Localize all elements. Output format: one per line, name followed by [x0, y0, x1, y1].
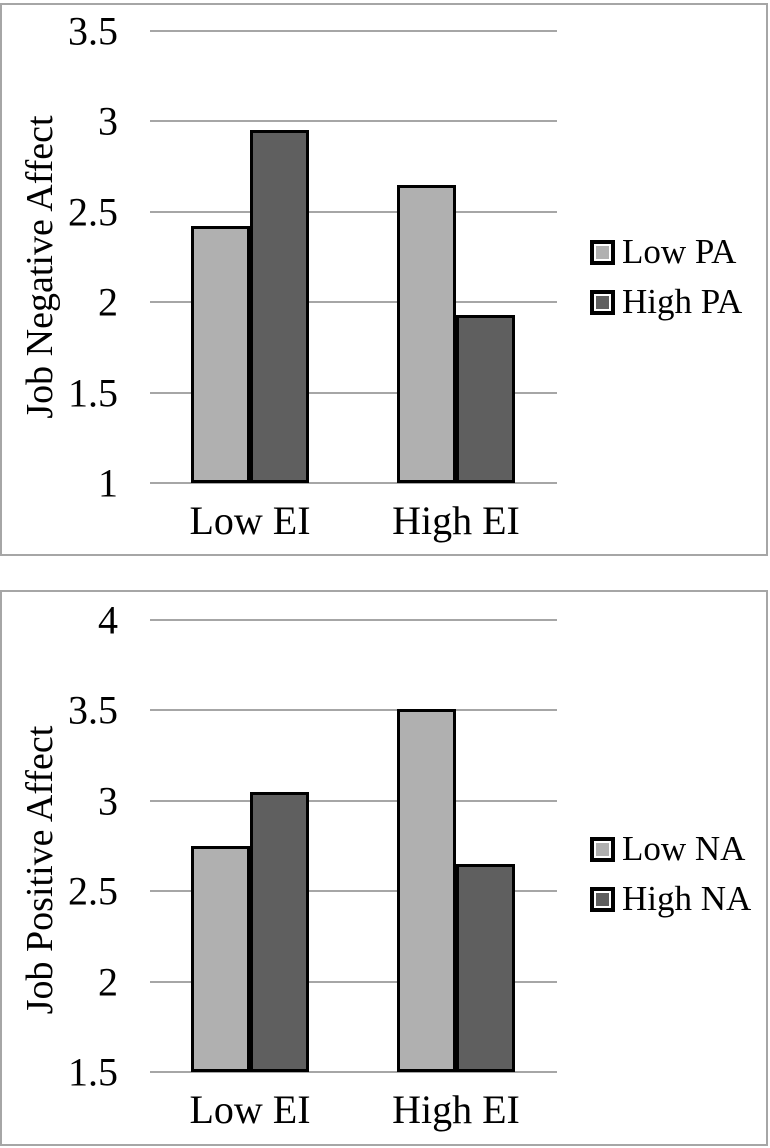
- y-tick-label-3: 3: [98, 778, 118, 824]
- legend-swatch-icon: [590, 239, 615, 265]
- y-tick-label-4: 4: [98, 597, 118, 643]
- legend-swatch-icon: [590, 289, 615, 315]
- plot-area: [150, 619, 557, 1073]
- bar-low-na-high-ei: [397, 709, 456, 1072]
- x-axis-label-low-ei: Low EI: [189, 1087, 311, 1132]
- y-tick-label-2: 2: [98, 959, 118, 1005]
- gridline-3.5: [150, 709, 557, 712]
- gridline-2.5: [150, 210, 557, 213]
- bar-high-na-high-ei: [456, 864, 515, 1072]
- gridline-4: [150, 619, 557, 621]
- chart-panel-negative-affect: Job Negative Affect Low PA High PA 1 1.5 2 2…: [0, 3, 768, 556]
- gridline-3: [150, 120, 557, 123]
- bar-low-pa-high-ei: [397, 185, 456, 483]
- x-axis-label-low-ei: Low EI: [189, 498, 311, 543]
- gridline-2.5: [150, 890, 557, 893]
- legend-item-low-pa: Low PA: [590, 227, 742, 277]
- y-tick-label-3.5: 3.5: [68, 687, 118, 733]
- legend-label: Low NA: [622, 829, 746, 868]
- chart-panel-positive-affect: Job Positive Affect Low NA High NA 1.5 2 2.…: [0, 590, 768, 1146]
- legend-item-low-na: Low NA: [590, 824, 751, 874]
- legend-label: High NA: [622, 879, 752, 918]
- y-tick-label-2: 2: [98, 279, 118, 325]
- gridline-1: [150, 482, 557, 484]
- bar-high-pa-high-ei: [456, 315, 515, 483]
- y-tick-label-2.5: 2.5: [68, 868, 118, 914]
- legend-swatch-icon: [590, 886, 615, 912]
- gridline-2: [150, 980, 557, 983]
- bar-high-na-low-ei: [250, 792, 309, 1072]
- y-tick-label-1.5: 1.5: [68, 1049, 118, 1095]
- y-axis-title: Job Positive Affect: [19, 725, 61, 1015]
- gridline-2: [150, 301, 557, 304]
- bar-low-pa-low-ei: [191, 226, 250, 483]
- bar-low-na-low-ei: [191, 846, 250, 1072]
- legend: Low PA High PA: [590, 227, 742, 327]
- legend-label: Low PA: [622, 232, 737, 271]
- gridline-1.5: [150, 1071, 557, 1073]
- y-tick-label-1: 1: [98, 460, 118, 506]
- y-tick-label-1.5: 1.5: [68, 370, 118, 416]
- y-tick-label-2.5: 2.5: [68, 189, 118, 235]
- y-tick-label-3.5: 3.5: [68, 8, 118, 54]
- legend-label: High PA: [622, 282, 743, 321]
- gridline-3: [150, 799, 557, 802]
- bar-high-pa-low-ei: [250, 130, 309, 483]
- legend-item-high-pa: High PA: [590, 277, 742, 327]
- x-axis-label-high-ei: High EI: [392, 498, 520, 543]
- plot-area: [150, 30, 557, 484]
- y-tick-label-3: 3: [98, 98, 118, 144]
- x-axis-label-high-ei: High EI: [392, 1087, 520, 1132]
- legend-swatch-icon: [590, 836, 615, 862]
- gridline-1.5: [150, 391, 557, 394]
- gridline-3.5: [150, 30, 557, 32]
- legend-item-high-na: High NA: [590, 874, 751, 924]
- legend: Low NA High NA: [590, 824, 751, 924]
- y-axis-title: Job Negative Affect: [19, 115, 61, 419]
